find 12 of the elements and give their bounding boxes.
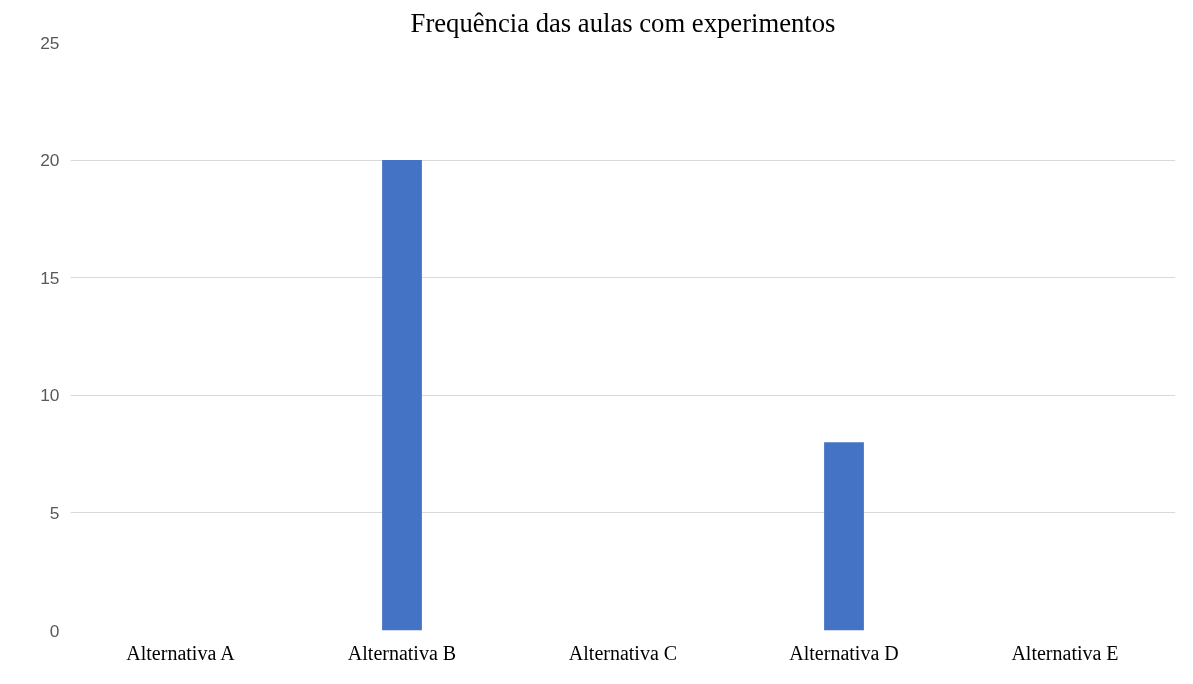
y-tick-label: 15: [40, 267, 60, 288]
y-tick-label: 20: [40, 150, 60, 171]
y-tick-label: 0: [49, 620, 60, 641]
x-tick-label: Alternativa C: [568, 641, 678, 664]
x-tick-label: Alternativa E: [1011, 641, 1119, 664]
y-tick-label: 5: [49, 502, 60, 523]
x-tick-label: Alternativa B: [347, 641, 457, 664]
x-tick-label: Alternativa A: [126, 641, 236, 664]
x-tick-label: Alternativa D: [789, 641, 899, 664]
y-tick-label: 10: [40, 385, 60, 406]
y-tick-label: 25: [40, 32, 60, 53]
chart-title: Frequência das aulas com experimentos: [410, 7, 836, 38]
